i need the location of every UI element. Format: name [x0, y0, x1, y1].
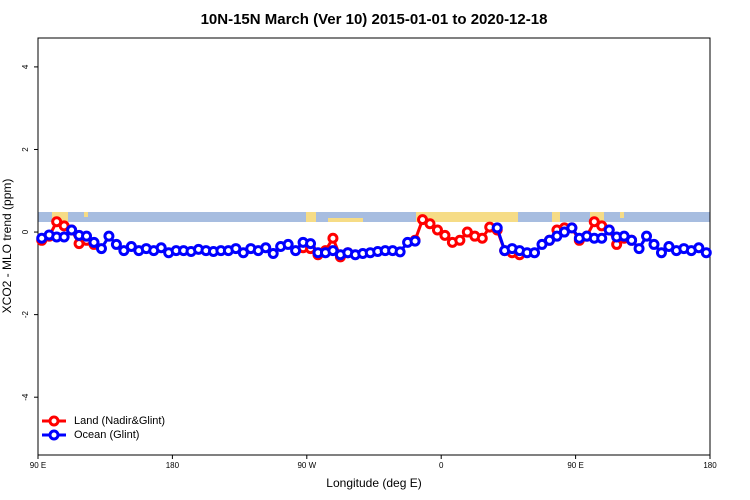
data-point — [454, 234, 466, 246]
y-tick-label: -4 — [21, 393, 30, 401]
data-point — [155, 242, 167, 254]
data-point — [282, 238, 294, 250]
legend-label: Land (Nadir&Glint) — [74, 415, 165, 427]
data-point — [693, 242, 705, 254]
data-point — [409, 235, 421, 247]
chart-title: 10N-15N March (Ver 10) 2015-01-01 to 202… — [201, 11, 548, 28]
data-point — [290, 245, 302, 257]
data-point — [491, 222, 503, 234]
data-point — [58, 231, 70, 243]
data-point — [566, 222, 578, 234]
map-strip — [38, 212, 710, 222]
data-point — [626, 234, 638, 246]
data-point — [476, 232, 488, 244]
data-point — [267, 248, 279, 260]
data-point — [95, 243, 107, 255]
data-point — [81, 230, 93, 242]
legend-marker — [48, 415, 60, 427]
x-axis-label: Longitude (deg E) — [326, 476, 421, 490]
data-point — [305, 238, 317, 250]
data-point — [260, 242, 272, 254]
legend-label: Ocean (Glint) — [74, 429, 139, 441]
y-tick-label: 2 — [21, 147, 30, 152]
x-tick-label: 90 W — [297, 461, 316, 470]
data-point — [88, 236, 100, 248]
data-point — [529, 247, 541, 259]
y-tick-label: 0 — [21, 229, 30, 234]
data-point — [103, 230, 115, 242]
x-tick-label: 90 E — [567, 461, 583, 470]
data-point — [603, 224, 615, 236]
legend-marker — [48, 429, 60, 441]
data-point — [641, 230, 653, 242]
data-point — [596, 232, 608, 244]
x-tick-label: 0 — [439, 461, 444, 470]
data-point — [110, 238, 122, 250]
x-tick-label: 180 — [166, 461, 180, 470]
x-tick-label: 90 E — [30, 461, 46, 470]
y-tick-label: 4 — [21, 64, 30, 69]
data-point — [633, 243, 645, 255]
data-point — [431, 224, 443, 236]
x-tick-label: 180 — [703, 461, 717, 470]
data-point — [424, 218, 436, 230]
data-point — [648, 238, 660, 250]
y-tick-label: -2 — [21, 311, 30, 319]
data-point — [439, 229, 451, 241]
data-point — [394, 246, 406, 258]
y-axis-label: XCO2 - MLO trend (ppm) — [0, 179, 14, 314]
data-point — [66, 224, 78, 236]
data-point — [655, 247, 667, 259]
data-point — [700, 247, 712, 259]
plot-frame — [37, 37, 711, 456]
data-point — [327, 232, 339, 244]
